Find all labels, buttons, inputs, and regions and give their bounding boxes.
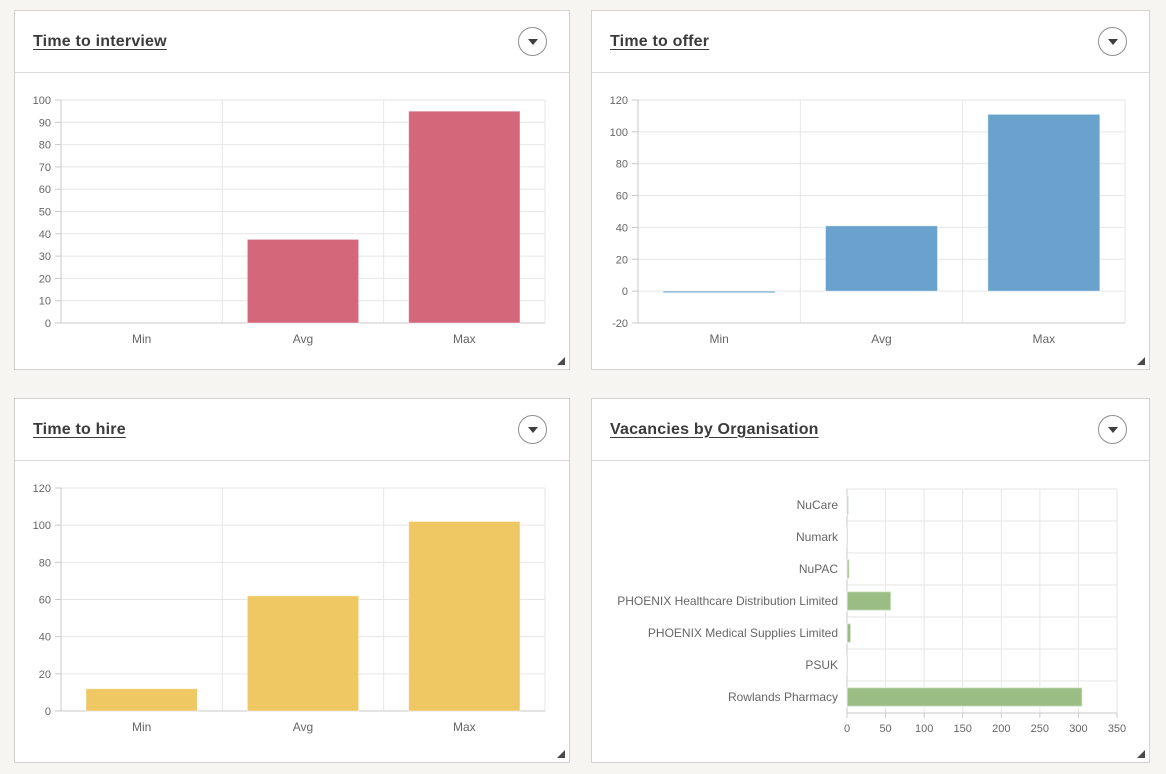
chevron-down-icon bbox=[1107, 39, 1118, 45]
panel-header: Vacancies by Organisation bbox=[592, 399, 1149, 461]
svg-text:Max: Max bbox=[1032, 332, 1055, 346]
panel-header: Time to interview bbox=[15, 11, 569, 73]
svg-text:Max: Max bbox=[453, 720, 476, 734]
chevron-down-icon bbox=[527, 39, 538, 45]
panel-title-link[interactable]: Time to interview bbox=[33, 32, 167, 50]
panel-title-link[interactable]: Vacancies by Organisation bbox=[610, 420, 819, 438]
svg-text:300: 300 bbox=[1069, 723, 1087, 735]
svg-text:20: 20 bbox=[39, 669, 51, 681]
svg-text:PSUK: PSUK bbox=[805, 658, 838, 672]
svg-text:60: 60 bbox=[616, 191, 628, 203]
panel-header: Time to offer bbox=[592, 11, 1149, 73]
svg-text:150: 150 bbox=[954, 723, 972, 735]
svg-text:PHOENIX Healthcare Distributio: PHOENIX Healthcare Distribution Limited bbox=[617, 594, 838, 608]
svg-text:40: 40 bbox=[39, 229, 51, 241]
svg-text:50: 50 bbox=[879, 723, 891, 735]
svg-text:100: 100 bbox=[33, 520, 51, 532]
svg-text:PHOENIX Medical Supplies Limit: PHOENIX Medical Supplies Limited bbox=[648, 626, 838, 640]
panel-header: Time to hire bbox=[15, 399, 569, 461]
svg-text:50: 50 bbox=[39, 207, 51, 219]
svg-text:80: 80 bbox=[616, 159, 628, 171]
svg-text:Min: Min bbox=[709, 332, 728, 346]
svg-text:Max: Max bbox=[453, 332, 476, 346]
svg-text:60: 60 bbox=[39, 595, 51, 607]
svg-text:NuCare: NuCare bbox=[797, 498, 839, 512]
svg-text:Avg: Avg bbox=[293, 720, 313, 734]
svg-text:120: 120 bbox=[610, 95, 628, 107]
svg-text:20: 20 bbox=[616, 254, 628, 266]
chevron-down-icon bbox=[527, 427, 538, 433]
svg-text:Avg: Avg bbox=[293, 332, 313, 346]
resize-grip-icon[interactable] bbox=[1137, 750, 1145, 758]
panel-menu-button[interactable] bbox=[1098, 27, 1127, 56]
panel-time-to-hire: Time to hire 0 20 40 60 80 100 120 Min Avg Max bbox=[14, 398, 570, 763]
svg-text:0: 0 bbox=[622, 286, 628, 298]
svg-text:Numark: Numark bbox=[796, 530, 839, 544]
panel-time-to-interview: Time to interview 0 10 20 30 40 50 60 70 80 90 100… bbox=[14, 10, 570, 370]
panel-menu-button[interactable] bbox=[1098, 415, 1127, 444]
svg-text:100: 100 bbox=[915, 723, 933, 735]
svg-text:10: 10 bbox=[39, 296, 51, 308]
svg-text:70: 70 bbox=[39, 162, 51, 174]
svg-text:40: 40 bbox=[39, 632, 51, 644]
svg-text:NuPAC: NuPAC bbox=[799, 562, 838, 576]
svg-text:100: 100 bbox=[33, 95, 51, 107]
svg-text:80: 80 bbox=[39, 140, 51, 152]
svg-text:-20: -20 bbox=[612, 318, 628, 330]
svg-text:0: 0 bbox=[844, 723, 850, 735]
svg-text:250: 250 bbox=[1031, 723, 1049, 735]
svg-text:120: 120 bbox=[33, 483, 51, 495]
svg-text:Rowlands Pharmacy: Rowlands Pharmacy bbox=[728, 690, 838, 704]
panel-vacancies-by-organisation: Vacancies by Organisation 0 50 100 150 200 25… bbox=[591, 398, 1150, 763]
svg-text:350: 350 bbox=[1108, 723, 1126, 735]
svg-text:40: 40 bbox=[616, 222, 628, 234]
panel-time-to-offer: Time to offer -20 0 20 40 60 80 100 120 Min Avg Ma… bbox=[591, 10, 1150, 370]
chevron-down-icon bbox=[1107, 427, 1118, 433]
bar-chart-time-to-offer: -20 0 20 40 60 80 100 120 Min Avg Max bbox=[592, 73, 1149, 368]
resize-grip-icon[interactable] bbox=[557, 357, 565, 365]
svg-text:0: 0 bbox=[45, 706, 51, 718]
panel-title-link[interactable]: Time to offer bbox=[610, 32, 710, 50]
panel-menu-button[interactable] bbox=[518, 415, 547, 444]
svg-text:60: 60 bbox=[39, 184, 51, 196]
bar-chart-time-to-interview: 0 10 20 30 40 50 60 70 80 90 100 Min Avg Max bbox=[15, 73, 569, 368]
svg-text:20: 20 bbox=[39, 273, 51, 285]
resize-grip-icon[interactable] bbox=[557, 750, 565, 758]
svg-text:Min: Min bbox=[132, 720, 151, 734]
bar-chart-time-to-hire: 0 20 40 60 80 100 120 Min Avg Max bbox=[15, 461, 569, 756]
panel-menu-button[interactable] bbox=[518, 27, 547, 56]
panel-title-link[interactable]: Time to hire bbox=[33, 420, 126, 438]
resize-grip-icon[interactable] bbox=[1137, 357, 1145, 365]
svg-text:90: 90 bbox=[39, 117, 51, 129]
bar-chart-vacancies-by-organisation: 0 50 100 150 200 250 300 350 NuCare Numark NuPAC PH… bbox=[592, 461, 1149, 756]
svg-text:100: 100 bbox=[610, 127, 628, 139]
svg-text:Avg: Avg bbox=[871, 332, 891, 346]
svg-text:0: 0 bbox=[45, 318, 51, 330]
svg-text:200: 200 bbox=[992, 723, 1010, 735]
svg-text:80: 80 bbox=[39, 557, 51, 569]
svg-text:30: 30 bbox=[39, 251, 51, 263]
svg-text:Min: Min bbox=[132, 332, 151, 346]
